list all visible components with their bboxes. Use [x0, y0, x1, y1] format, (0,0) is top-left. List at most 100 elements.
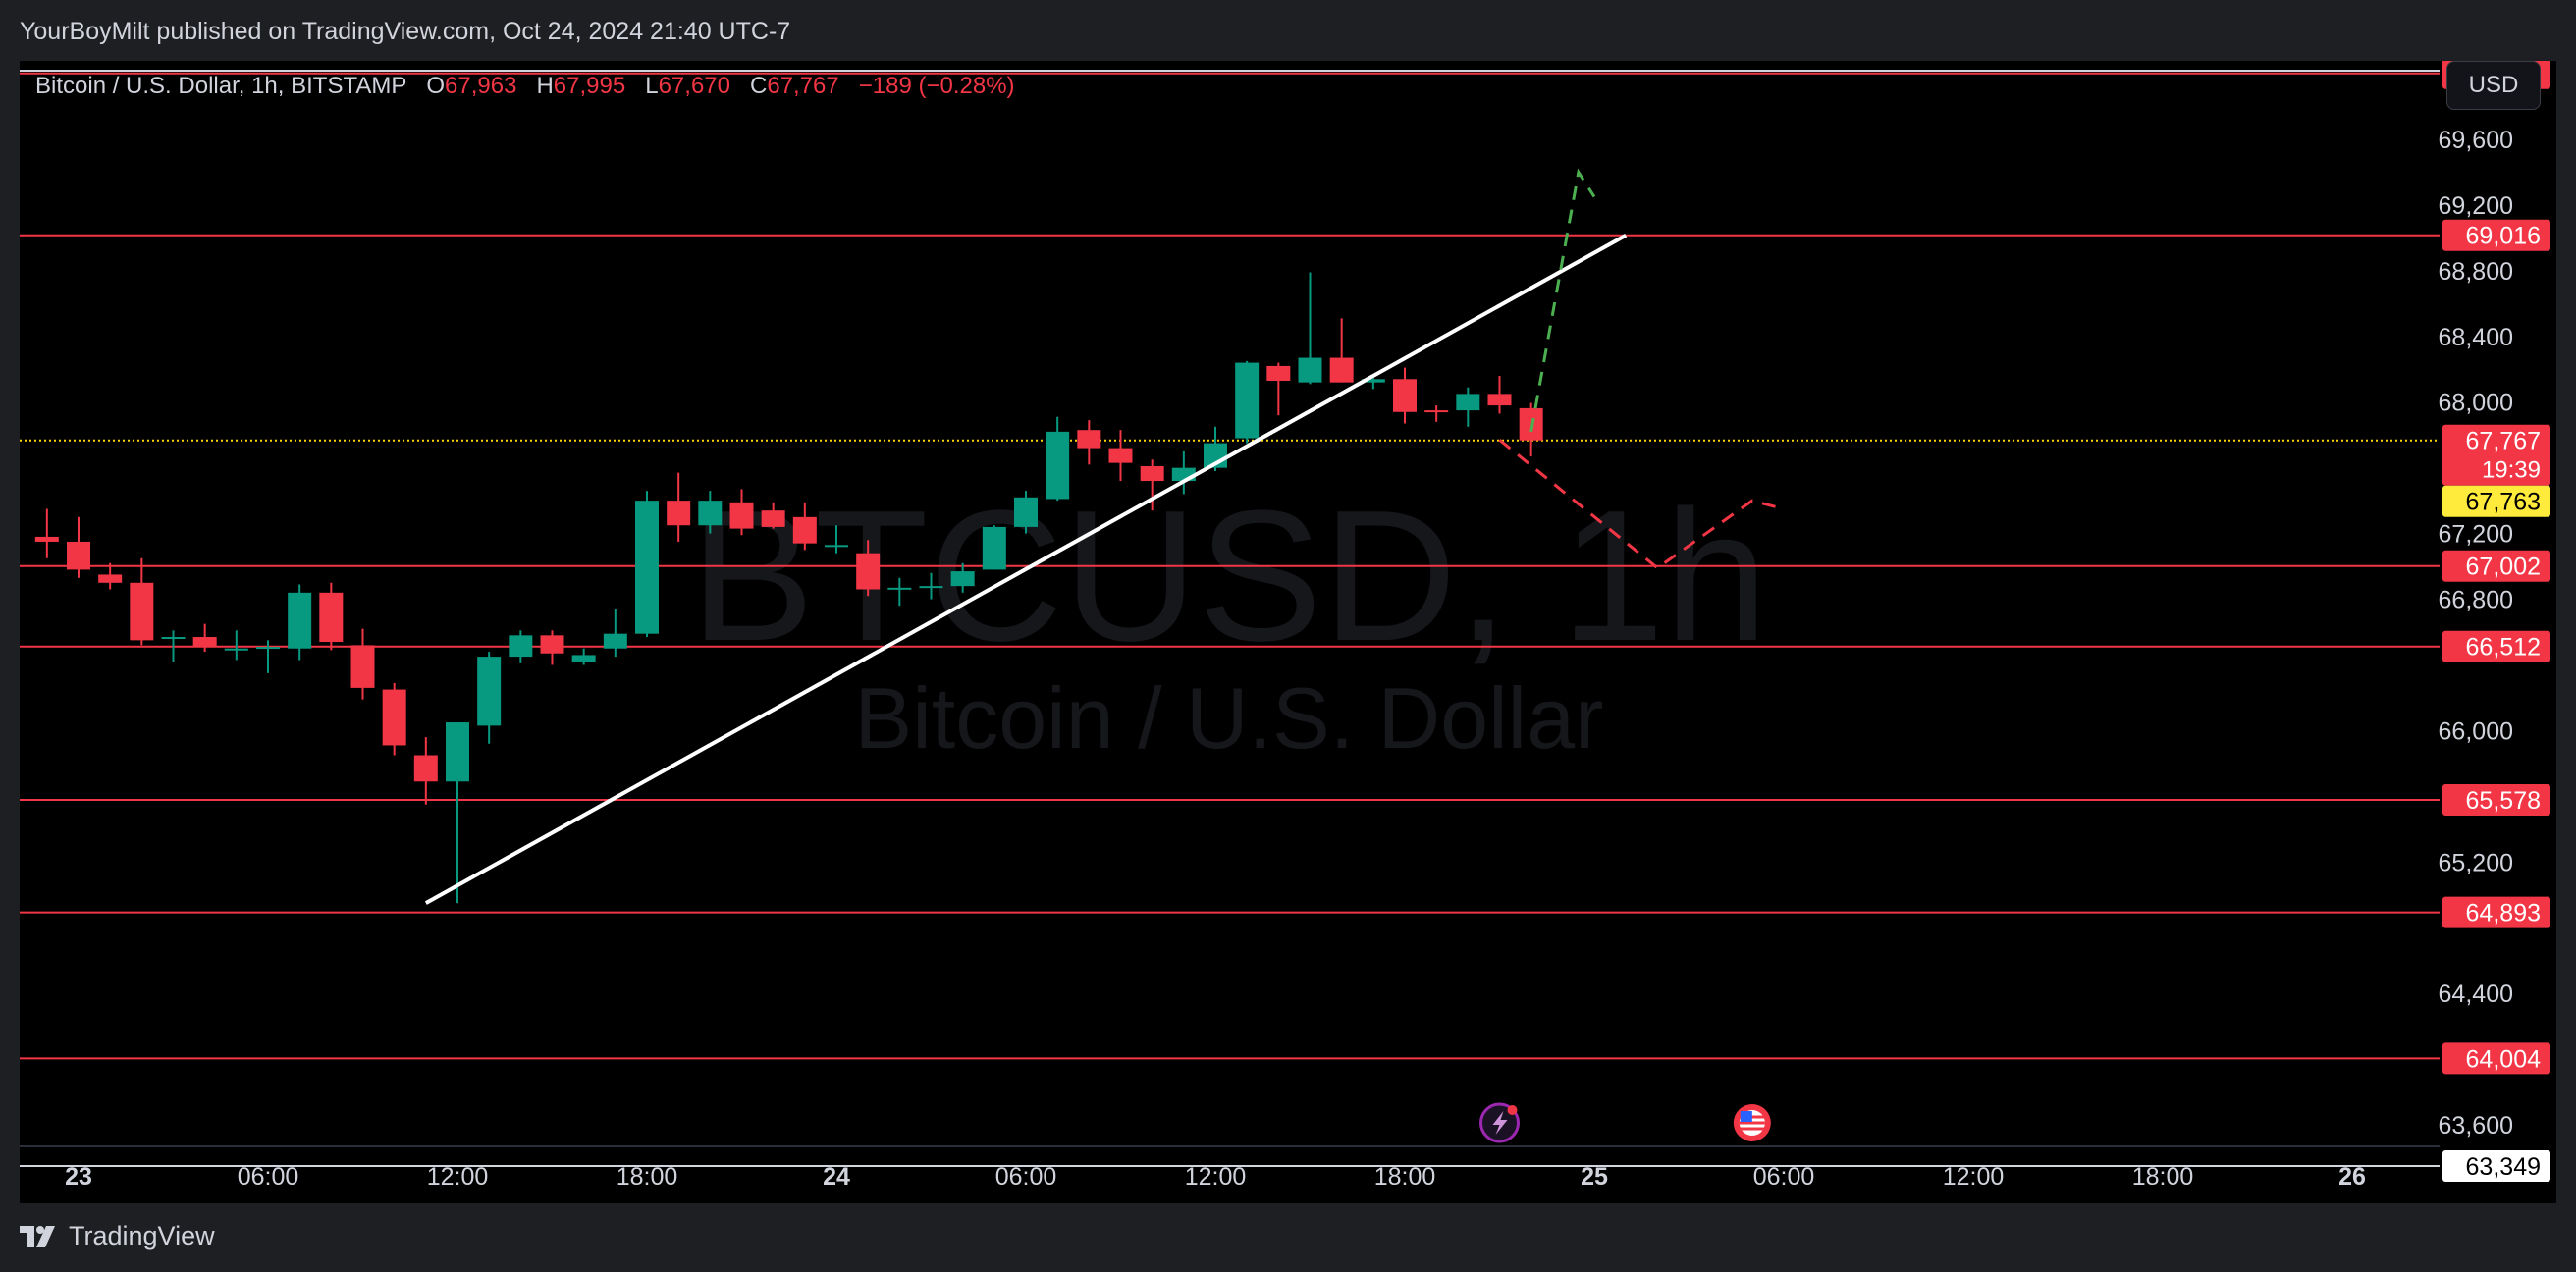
- forecast-up-path: [1530, 168, 1596, 433]
- candle-body: [350, 645, 375, 688]
- price-tick-label: 65,200: [2439, 849, 2513, 876]
- watermark-name: Bitcoin / U.S. Dollar: [855, 669, 1604, 767]
- trendline: [424, 233, 1628, 905]
- footer: TradingView: [20, 1221, 215, 1251]
- level-price-label-bg: [2442, 550, 2550, 582]
- level-price-label: 66,512: [2466, 634, 2541, 662]
- price-tick-label: 63,600: [2439, 1112, 2513, 1140]
- candle-body: [1424, 410, 1449, 413]
- tradingview-logo-icon: [20, 1225, 59, 1247]
- candle-body: [982, 526, 1006, 570]
- candle-body: [761, 510, 785, 527]
- candle-body: [635, 501, 659, 634]
- publisher-attribution: YourBoyMilt published on TradingView.com…: [20, 18, 791, 45]
- forecast-down-path: [1498, 439, 1785, 570]
- candle-body: [192, 637, 217, 648]
- candle-body: [1046, 431, 1070, 500]
- candle-body: [98, 574, 123, 583]
- candle-body: [1487, 394, 1512, 406]
- last-price-label-bg: [2442, 424, 2550, 486]
- lightning-bolt: [1492, 1111, 1508, 1135]
- footer-brand: TradingView: [69, 1221, 215, 1250]
- time-tick-label: 06:00: [995, 1163, 1057, 1191]
- candle-body: [603, 633, 627, 649]
- flag-canton: [1740, 1111, 1752, 1122]
- price-tick-label: 69,600: [2439, 127, 2513, 154]
- time-tick-label: 25: [1581, 1163, 1608, 1191]
- time-tick-label: 06:00: [238, 1163, 299, 1191]
- level-price-label: 64,004: [2466, 1045, 2542, 1073]
- candle-body: [67, 541, 90, 570]
- level-price-label-bg: [2442, 219, 2550, 251]
- candle-body: [856, 553, 881, 590]
- candle-body: [1266, 365, 1291, 381]
- candle-body: [1298, 357, 1322, 383]
- candle-body: [919, 586, 943, 589]
- time-tick-label: 12:00: [1185, 1163, 1247, 1191]
- chart-background: [20, 61, 2556, 1203]
- candle-body: [1140, 465, 1164, 482]
- candle-body: [1235, 362, 1260, 439]
- time-tick-label: 12:00: [427, 1163, 489, 1191]
- legend-change: −189 (−0.28%): [858, 73, 1015, 99]
- legend-high: 67,995: [553, 73, 626, 99]
- time-tick-label: 12:00: [1943, 1163, 2005, 1191]
- legend-low-label: L: [645, 73, 659, 99]
- price-tick-label: 64,400: [2439, 980, 2513, 1008]
- candle-body: [729, 502, 754, 529]
- candle-body: [950, 571, 975, 587]
- legend-open: 67,963: [445, 73, 517, 99]
- candle-body: [887, 587, 912, 590]
- candle-body: [1456, 394, 1480, 411]
- level-price-label: 65,578: [2466, 787, 2541, 815]
- candle-body: [667, 501, 691, 526]
- time-tick-label: 18:00: [2132, 1163, 2194, 1191]
- candle-body: [1171, 467, 1196, 482]
- candle-body: [571, 655, 596, 662]
- candle-body: [1393, 379, 1417, 412]
- legend-symbol: Bitcoin / U.S. Dollar, 1h, BITSTAMP: [35, 73, 407, 99]
- level-price-label-bg: [2442, 630, 2550, 662]
- candle-body: [413, 755, 438, 782]
- candle-body: [540, 635, 564, 654]
- countdown-label: 19:39: [2482, 457, 2541, 484]
- level-price-label: 63,349: [2466, 1153, 2541, 1181]
- crosshair-price-label-bg: [2442, 485, 2550, 517]
- candle-body: [382, 689, 406, 746]
- time-tick-label: 18:00: [1374, 1163, 1436, 1191]
- candle-body: [224, 648, 248, 651]
- time-tick-label: 18:00: [617, 1163, 678, 1191]
- candle-body: [1108, 448, 1133, 463]
- candle-body: [446, 722, 469, 782]
- chart-area[interactable]: BTCUSD, 1h Bitcoin / U.S. Dollar 69,600 69,…: [20, 61, 2556, 1203]
- candle-body: [698, 501, 723, 526]
- level-price-label-bg: [2442, 1042, 2550, 1075]
- candle-body: [319, 592, 344, 643]
- legend-close-label: C: [750, 73, 768, 99]
- candle-body: [1077, 430, 1101, 449]
- price-tick-label: 67,200: [2439, 521, 2513, 549]
- level-price-label-bg: [2442, 1150, 2550, 1183]
- time-tick-label: 23: [65, 1163, 92, 1191]
- legend-close: 67,767: [767, 73, 839, 99]
- level-price-label: 64,893: [2466, 900, 2541, 928]
- price-tick-label: 66,800: [2439, 587, 2513, 614]
- price-tick-label: 68,400: [2439, 324, 2513, 351]
- time-tick-label: 24: [823, 1163, 850, 1191]
- event-dot: [1507, 1105, 1518, 1115]
- candle-body: [1329, 357, 1354, 383]
- last-price-label: 67,767: [2466, 428, 2541, 455]
- price-tick-label: 68,000: [2439, 390, 2513, 417]
- level-price-label-bg: [2442, 896, 2550, 928]
- price-tick-label: 68,800: [2439, 258, 2513, 286]
- candle-body: [825, 545, 848, 548]
- currency-button[interactable]: USD: [2446, 61, 2541, 110]
- candle-body: [130, 582, 154, 641]
- legend-low: 67,670: [658, 73, 730, 99]
- candle-body: [509, 635, 533, 658]
- candle-body: [34, 536, 59, 542]
- legend-high-label: H: [536, 73, 554, 99]
- price-tick-label: 66,000: [2439, 717, 2513, 745]
- price-tick-label: 69,200: [2439, 192, 2513, 220]
